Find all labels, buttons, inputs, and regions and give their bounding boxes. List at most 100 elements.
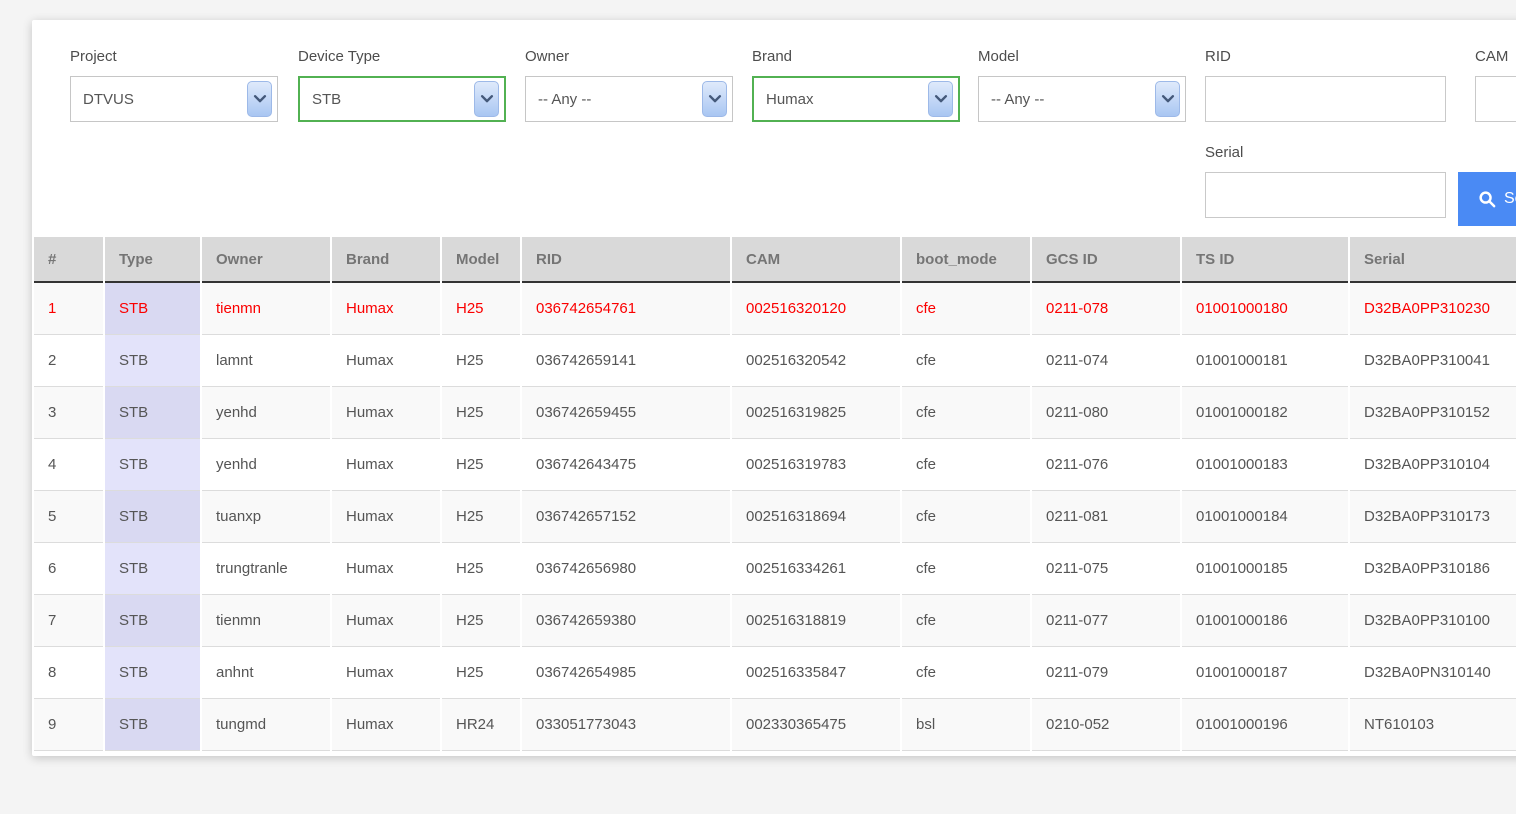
model-select-value: -- Any --	[991, 90, 1045, 108]
table-cell: 9	[34, 699, 103, 751]
table-cell: Humax	[332, 699, 440, 751]
serial-input[interactable]	[1205, 172, 1446, 218]
table-cell: 2	[34, 335, 103, 387]
table-cell: H25	[442, 335, 520, 387]
table-cell: 1	[34, 283, 103, 335]
table-cell: 6	[34, 543, 103, 595]
filter-owner: Owner -- Any --	[525, 48, 733, 122]
device-type-label: Device Type	[298, 48, 381, 65]
table-cell: 036742643475	[522, 439, 730, 491]
search-button[interactable]: Search	[1458, 172, 1516, 226]
table-cell: tienmn	[202, 595, 330, 647]
table-cell: 002516335847	[732, 647, 900, 699]
owner-select[interactable]: -- Any --	[525, 76, 733, 122]
table-cell: D32BA0PP310100	[1350, 595, 1516, 647]
table-cell: cfe	[902, 387, 1030, 439]
table-row[interactable]: 8 STB anhnt Humax H25 036742654985 00251633584…	[34, 647, 1516, 699]
device-table: # Type Owner Brand Model RID CAM boot_mode GCS I…	[32, 237, 1516, 751]
table-cell: yenhd	[202, 387, 330, 439]
chevron-down-icon	[474, 81, 499, 117]
table-cell: cfe	[902, 283, 1030, 335]
column-header: #	[34, 237, 103, 283]
table-row[interactable]: 3 STB yenhd Humax H25 036742659455 00251631982…	[34, 387, 1516, 439]
table-cell: NT610103	[1350, 699, 1516, 751]
table-cell: 01001000182	[1182, 387, 1348, 439]
table-cell: 002516318694	[732, 491, 900, 543]
table-cell: 01001000186	[1182, 595, 1348, 647]
rid-input[interactable]	[1205, 76, 1446, 122]
device-table-wrap: # Type Owner Brand Model RID CAM boot_mode GCS I…	[32, 237, 1516, 751]
table-cell: 033051773043	[522, 699, 730, 751]
table-cell: 036742656980	[522, 543, 730, 595]
table-cell: bsl	[902, 699, 1030, 751]
table-cell: Humax	[332, 439, 440, 491]
table-cell: STB	[105, 699, 200, 751]
table-cell: D32BA0PN310140	[1350, 647, 1516, 699]
column-header: boot_mode	[902, 237, 1030, 283]
table-cell: cfe	[902, 439, 1030, 491]
table-cell: trungtranle	[202, 543, 330, 595]
table-cell: yenhd	[202, 439, 330, 491]
table-cell: anhnt	[202, 647, 330, 699]
table-cell: 01001000181	[1182, 335, 1348, 387]
brand-select[interactable]: Humax	[752, 76, 960, 122]
table-cell: STB	[105, 647, 200, 699]
project-select[interactable]: DTVUS	[70, 76, 278, 122]
table-cell: cfe	[902, 595, 1030, 647]
table-cell: 036742659455	[522, 387, 730, 439]
cam-input[interactable]	[1475, 76, 1516, 122]
table-cell: D32BA0PP310186	[1350, 543, 1516, 595]
table-cell: H25	[442, 543, 520, 595]
table-cell: STB	[105, 491, 200, 543]
column-header: GCS ID	[1032, 237, 1180, 283]
table-cell: tungmd	[202, 699, 330, 751]
table-cell: Humax	[332, 647, 440, 699]
table-cell: STB	[105, 595, 200, 647]
serial-label: Serial	[1205, 144, 1244, 161]
table-cell: Humax	[332, 283, 440, 335]
table-row[interactable]: 7 STB tienmn Humax H25 036742659380 0025163188…	[34, 595, 1516, 647]
column-header: CAM	[732, 237, 900, 283]
table-cell: 036742659141	[522, 335, 730, 387]
table-cell: 8	[34, 647, 103, 699]
table-cell: 0211-078	[1032, 283, 1180, 335]
chevron-down-icon	[928, 81, 953, 117]
search-button-label: Search	[1504, 190, 1516, 207]
cam-label: CAM	[1475, 48, 1509, 65]
table-row[interactable]: 2 STB lamnt Humax H25 036742659141 00251632054…	[34, 335, 1516, 387]
table-cell: 0211-080	[1032, 387, 1180, 439]
table-cell: 036742657152	[522, 491, 730, 543]
column-header: Serial	[1350, 237, 1516, 283]
rid-label: RID	[1205, 48, 1231, 65]
table-cell: cfe	[902, 647, 1030, 699]
table-row[interactable]: 9 STB tungmd Humax HR24 033051773043 002330365…	[34, 699, 1516, 751]
table-cell: 002516319783	[732, 439, 900, 491]
table-cell: HR24	[442, 699, 520, 751]
table-cell: STB	[105, 387, 200, 439]
table-cell: 0211-079	[1032, 647, 1180, 699]
table-row[interactable]: 4 STB yenhd Humax H25 036742643475 00251631978…	[34, 439, 1516, 491]
table-row[interactable]: 1 STB tienmn Humax H25 036742654761 0025163201…	[34, 283, 1516, 335]
table-row[interactable]: 5 STB tuanxp Humax H25 036742657152 0025163186…	[34, 491, 1516, 543]
owner-select-value: -- Any --	[538, 90, 592, 108]
table-cell: STB	[105, 543, 200, 595]
device-type-select[interactable]: STB	[298, 76, 506, 122]
column-header: Model	[442, 237, 520, 283]
table-cell: 0211-075	[1032, 543, 1180, 595]
table-cell: D32BA0PP310173	[1350, 491, 1516, 543]
column-header: RID	[522, 237, 730, 283]
table-cell: H25	[442, 595, 520, 647]
model-select[interactable]: -- Any --	[978, 76, 1186, 122]
table-cell: Humax	[332, 491, 440, 543]
table-cell: 5	[34, 491, 103, 543]
project-select-value: DTVUS	[83, 90, 134, 108]
table-cell: 0211-081	[1032, 491, 1180, 543]
table-row[interactable]: 6 STB trungtranle Humax H25 036742656980 00251…	[34, 543, 1516, 595]
table-cell: H25	[442, 439, 520, 491]
table-cell: 01001000185	[1182, 543, 1348, 595]
table-cell: STB	[105, 335, 200, 387]
filter-rid: RID	[1205, 48, 1446, 122]
table-cell: H25	[442, 283, 520, 335]
table-cell: 0211-077	[1032, 595, 1180, 647]
table-cell: 01001000187	[1182, 647, 1348, 699]
